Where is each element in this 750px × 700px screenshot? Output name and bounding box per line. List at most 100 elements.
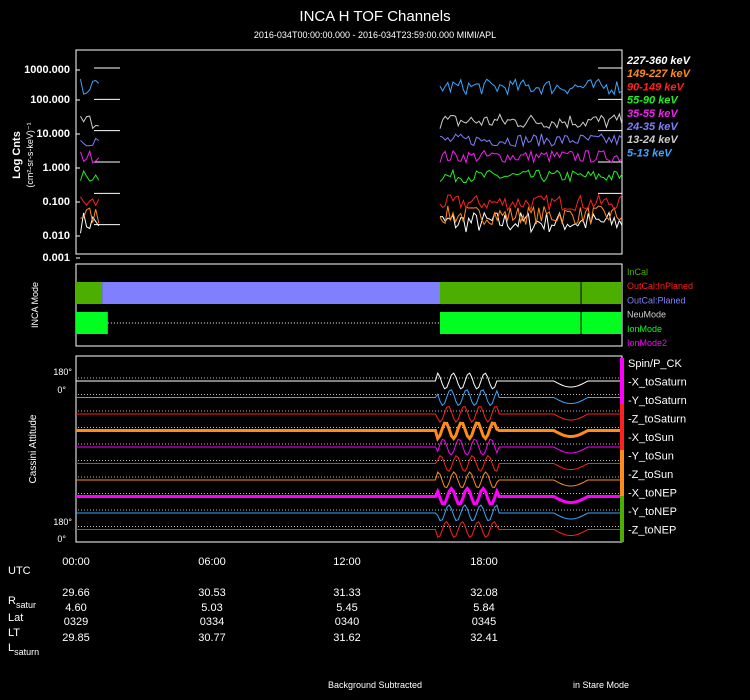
tof-legend-item: 149-227 keV [627, 68, 692, 80]
ephem-label-lat: Lat [8, 612, 23, 624]
panel-tof-frame [75, 49, 623, 255]
attitude-series-line [76, 389, 622, 407]
attitude-legend-item: -X_toNEP [628, 488, 677, 500]
mode-timeline [76, 282, 622, 334]
attitude-legend-item: -Y_toSaturn [628, 395, 687, 407]
tof-series-line [439, 210, 623, 234]
tof-series-group [80, 77, 623, 234]
mode-legend-item: NeuMode [627, 310, 666, 320]
ephemeris-value: 30.53 [198, 587, 226, 599]
panel-attitude-frame [75, 355, 623, 543]
ephemeris-value: 4.60 [65, 602, 86, 614]
attitude-series-line [76, 438, 622, 456]
tof-legend-item: 35-55 keV [627, 108, 679, 120]
ephemeris-value: 29.66 [62, 587, 90, 599]
attitude-series-line [76, 371, 622, 390]
tof-ylabel-units: (cm²-sr-s-keV)⁻¹ [25, 122, 35, 187]
ephemeris-value: 30.77 [198, 632, 226, 644]
x-tick-label: 06:00 [198, 556, 226, 568]
chart-subtitle: 2016-034T00:00:00.000 - 2016-034T23:59:0… [254, 30, 496, 40]
attitude-series-group [76, 358, 624, 542]
ephemeris-value: 5.45 [336, 602, 357, 614]
attitude-legend-item: Spin/P_CK [628, 358, 682, 370]
mode-legend-item: IonMode2 [627, 338, 667, 348]
mode-ylabel: INCA Mode [30, 282, 40, 328]
tof-ytick-label: 10.000 [36, 128, 70, 140]
ephemeris-value: 0345 [472, 616, 496, 628]
tof-series-line [439, 205, 623, 226]
mode-legend: InCal OutCal:InPlaned OutCal:Planed NeuMode… [627, 267, 693, 348]
attitude-side-bar [620, 404, 624, 450]
ephemeris-value: 5.84 [473, 602, 494, 614]
tof-series-line [80, 196, 100, 207]
attitude-legend-item: -X_toSaturn [628, 377, 687, 389]
tof-ytick-label: 100.000 [30, 94, 70, 106]
ephemeris-value: 32.08 [470, 587, 498, 599]
ephemeris-value: 0334 [200, 616, 224, 628]
attitude-ytick-180-bottom: 180° [53, 517, 72, 527]
tof-legend-item: 24-35 keV [626, 121, 679, 133]
ephem-label-l-sub: saturn [14, 647, 39, 657]
attitude-legend-item: -Z_toSun [628, 469, 673, 481]
tof-series-line [439, 193, 623, 212]
attitude-ytick-180-top: 180° [53, 367, 72, 377]
ephemeris-value: 31.33 [333, 587, 361, 599]
attitude-legend-item: -Z_toNEP [628, 525, 676, 537]
x-tick-label: 12:00 [333, 556, 361, 568]
x-tick-label: 00:00 [62, 556, 90, 568]
tof-legend-item: 5-13 keV [627, 147, 673, 159]
mode-legend-item: OutCal:InPlaned [627, 281, 693, 291]
tof-series-line [80, 212, 100, 234]
tof-legend-item: 90-149 keV [627, 81, 686, 93]
tof-series-line [439, 149, 623, 165]
footer-mode: in Stare Mode [573, 680, 629, 690]
tof-series-line [80, 78, 100, 95]
mode-block [76, 312, 108, 334]
attitude-legend-item: -X_toSun [628, 432, 674, 444]
mode-block [440, 312, 622, 334]
ephemeris-value: 32.41 [470, 632, 498, 644]
tof-legend-item: 13-24 keV [627, 134, 679, 146]
tof-ytick-label: 0.010 [42, 230, 70, 242]
tof-reference-lines [94, 67, 622, 226]
tof-legend-item: 227-360 keV [626, 55, 692, 67]
attitude-legend: Spin/P_CK -X_toSaturn -Y_toSaturn -Z_toSatu… [628, 358, 687, 537]
ephemeris-value: 31.62 [333, 632, 361, 644]
attitude-series-line [76, 486, 622, 506]
attitude-series-line [76, 520, 622, 539]
attitude-legend-item: -Y_toSun [628, 451, 674, 463]
utc-label: UTC [8, 565, 31, 577]
attitude-side-bar [620, 450, 624, 496]
attitude-legend-item: -Y_toNEP [628, 506, 677, 518]
x-axis-ticks: 00:00 06:00 12:00 18:00 [62, 556, 498, 568]
attitude-ylabel: Cassini Attitude [28, 414, 39, 483]
footer-background: Background Subtracted [328, 680, 422, 690]
tof-ytick-label: 0.100 [42, 196, 70, 208]
tof-series-line [80, 115, 99, 130]
attitude-series-line [76, 471, 622, 489]
tof-ytick-label: 1.000 [42, 162, 70, 174]
tof-series-line [80, 207, 100, 224]
tof-series-line [80, 169, 100, 182]
ephem-label-r-main: R [8, 595, 16, 607]
ephem-label-r: Rsatur [8, 595, 36, 610]
attitude-ytick-0-top: 0° [57, 385, 66, 395]
ephem-label-l-main: L [8, 642, 14, 654]
ephemeris-value: 0340 [335, 616, 359, 628]
ephem-label-r-sub: satur [16, 600, 36, 610]
attitude-series-line [76, 421, 622, 442]
tof-legend-item: 55-90 keV [627, 95, 679, 107]
tof-ylabel: Log Cnts [11, 131, 23, 179]
tof-series-line [80, 137, 100, 147]
ephemeris-values: 29.66 30.53 31.33 32.08 4.60 5.03 5.45 5.84 0329… [62, 587, 498, 644]
panel-mode-frame [75, 263, 623, 347]
attitude-series-line [76, 454, 622, 473]
tof-series-line [439, 77, 623, 97]
chart-title: INCA H TOF Channels [299, 8, 450, 25]
ephemeris-value: 5.03 [201, 602, 222, 614]
attitude-series-line [76, 504, 622, 522]
attitude-legend-item: -Z_toSaturn [628, 414, 686, 426]
tof-series-line [439, 133, 623, 148]
ephem-label-l: Lsaturn [8, 642, 39, 657]
